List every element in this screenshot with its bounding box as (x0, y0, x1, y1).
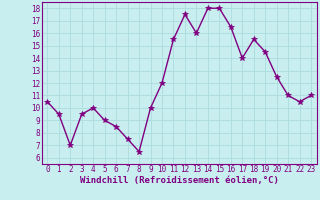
X-axis label: Windchill (Refroidissement éolien,°C): Windchill (Refroidissement éolien,°C) (80, 176, 279, 185)
